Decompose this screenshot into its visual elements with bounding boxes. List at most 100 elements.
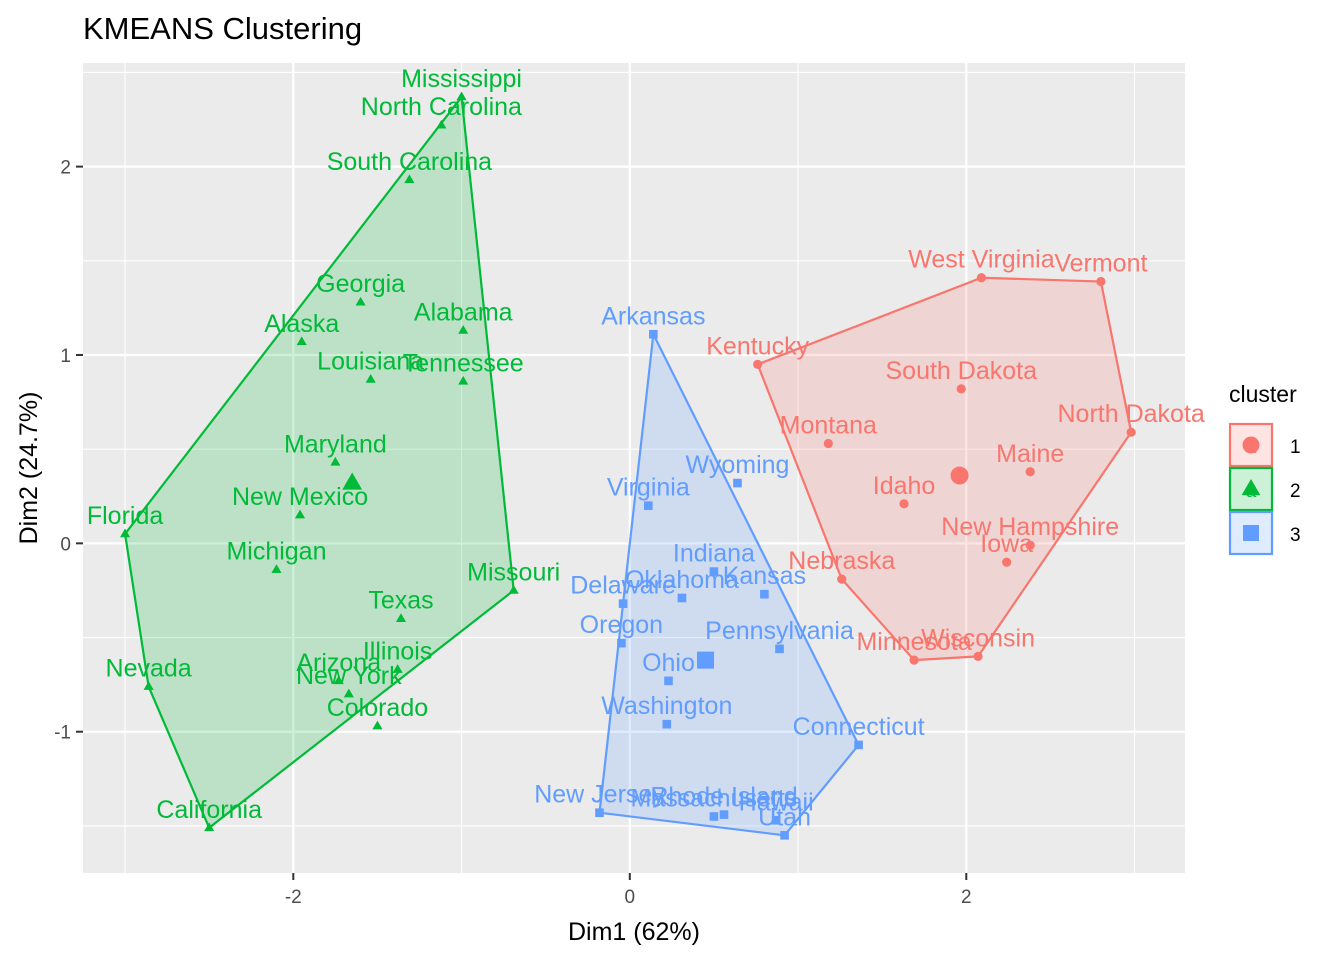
point-georgia	[355, 296, 366, 306]
point-maine	[1025, 467, 1035, 477]
label-california: California	[156, 796, 262, 824]
label-new-mexico: New Mexico	[232, 483, 368, 511]
label-washington: Washington	[601, 692, 732, 720]
point-north-carolina	[436, 119, 447, 129]
label-massachusetts: Massachusetts	[631, 784, 798, 812]
label-colorado: Colorado	[327, 694, 428, 722]
label-new-hampshire: New Hampshire	[941, 513, 1119, 541]
point-tennessee	[458, 375, 469, 385]
data-points	[120, 91, 1136, 840]
point-massachusetts	[709, 812, 719, 821]
point-washington	[662, 719, 672, 729]
legend-key-marker-2	[1241, 478, 1261, 496]
label-delaware: Delaware	[570, 572, 676, 600]
point-hawaii	[771, 815, 781, 825]
point-oklahoma	[677, 593, 687, 603]
point-louisiana	[365, 374, 376, 383]
point-illinois	[392, 664, 403, 673]
point-michigan	[271, 564, 282, 574]
point-california	[204, 822, 215, 832]
plot-panel	[83, 63, 1185, 873]
legend-title: cluster	[1229, 381, 1297, 407]
x-tick-label: 0	[625, 887, 636, 908]
label-florida: Florida	[87, 502, 164, 530]
point-pennsylvania	[775, 644, 784, 654]
label-maine: Maine	[996, 440, 1064, 468]
point-nebraska	[837, 574, 847, 584]
point-ohio	[664, 676, 673, 686]
point-south-carolina	[404, 174, 415, 184]
point-alabama	[458, 325, 469, 334]
point-west-virginia	[976, 273, 987, 283]
label-new-york: New York	[296, 662, 402, 690]
point-oregon	[617, 638, 626, 648]
label-connecticut: Connecticut	[793, 713, 925, 741]
legend-label-3: 3	[1290, 525, 1301, 546]
point-montana	[823, 438, 833, 449]
label-maryland: Maryland	[284, 430, 387, 458]
label-nebraska: Nebraska	[788, 547, 895, 575]
label-utah: Utah	[758, 803, 811, 831]
cluster-centroids	[342, 466, 969, 669]
point-north-dakota	[1126, 427, 1136, 437]
label-montana: Montana	[780, 412, 877, 440]
hull-cluster-2	[123, 94, 515, 830]
label-idaho: Idaho	[873, 472, 936, 500]
label-virginia: Virginia	[607, 474, 690, 502]
point-missouri	[508, 585, 519, 594]
cluster-hulls	[123, 94, 1133, 837]
label-arkansas: Arkansas	[601, 302, 705, 330]
label-mississippi: Mississippi	[401, 65, 522, 93]
point-minnesota	[909, 655, 919, 665]
hull-cluster-1	[756, 276, 1133, 662]
label-north-dakota: North Dakota	[1058, 400, 1205, 428]
legend-label-2: 2	[1290, 481, 1301, 502]
label-west-virginia: West Virginia	[908, 246, 1054, 274]
point-south-dakota	[956, 384, 966, 394]
point-colorado	[372, 720, 383, 730]
label-north-carolina: North Carolina	[361, 93, 522, 121]
y-tick-label: 2	[60, 158, 71, 179]
label-vermont: Vermont	[1054, 250, 1147, 278]
label-nevada: Nevada	[106, 655, 192, 683]
label-wisconsin: Wisconsin	[921, 624, 1035, 652]
point-alaska	[296, 336, 307, 346]
label-south-dakota: South Dakota	[885, 357, 1037, 385]
label-missouri: Missouri	[467, 558, 560, 586]
y-axis-ticks: -1 0 1 2	[54, 158, 83, 744]
label-rhode-island: Rhode Island	[650, 783, 797, 811]
label-michigan: Michigan	[226, 538, 326, 566]
label-arizona: Arizona	[296, 649, 381, 677]
legend-key-marker-3	[1243, 525, 1259, 541]
label-ohio: Ohio	[642, 649, 695, 677]
label-alabama: Alabama	[414, 298, 513, 326]
centroid-cluster-2	[342, 472, 363, 490]
point-kentucky	[753, 359, 763, 369]
point-texas	[395, 613, 407, 623]
y-tick-label: -1	[54, 723, 71, 744]
point-labels: West Virginia Vermont Kentucky South Dakota…	[87, 65, 1205, 831]
point-wisconsin	[973, 651, 983, 661]
label-wyoming: Wyoming	[685, 451, 789, 479]
point-rhode-island	[719, 810, 729, 819]
label-texas: Texas	[368, 587, 433, 615]
point-arizona	[333, 675, 344, 685]
point-mississippi	[456, 91, 467, 101]
label-oregon: Oregon	[580, 611, 663, 639]
label-georgia: Georgia	[316, 270, 405, 298]
point-maryland	[330, 456, 341, 466]
point-new-york	[343, 688, 354, 698]
label-kansas: Kansas	[723, 562, 806, 590]
legend-key-marker-1	[1242, 436, 1260, 454]
label-iowa: Iowa	[980, 530, 1033, 558]
point-idaho	[899, 499, 909, 509]
point-delaware	[618, 599, 628, 608]
point-florida	[120, 528, 131, 538]
label-pennsylvania: Pennsylvania	[705, 617, 854, 645]
x-axis-ticks: -2 0 2	[285, 873, 972, 908]
label-louisiana: Louisiana	[317, 347, 424, 375]
point-indiana	[709, 567, 719, 576]
point-nevada	[143, 681, 154, 690]
point-virginia	[644, 501, 653, 510]
